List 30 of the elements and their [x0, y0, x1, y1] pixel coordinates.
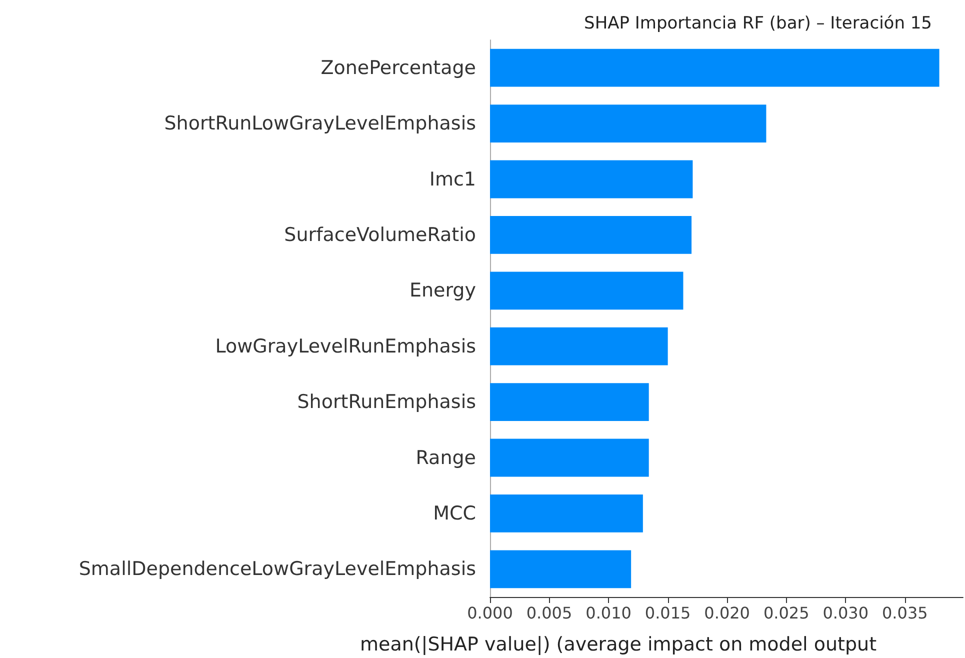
y-tick-label: Range — [416, 446, 476, 469]
x-axis-title: mean(|SHAP value|) (average impact on model output — [360, 634, 877, 656]
x-tick-label: 0.005 — [526, 604, 572, 622]
y-tick-label: SurfaceVolumeRatio — [284, 224, 476, 246]
bar — [490, 550, 632, 588]
y-tick-label: ZonePercentage — [320, 56, 476, 79]
x-tick-label: 0.010 — [586, 604, 632, 622]
x-tick-label: 0.025 — [763, 604, 810, 622]
bar — [490, 216, 692, 254]
y-tick-label: Energy — [409, 280, 476, 302]
chart-title: SHAP Importancia RF (bar) – Iteración 15 — [584, 14, 932, 34]
x-tick-label: 0.015 — [644, 604, 691, 622]
bar — [490, 383, 649, 421]
bar — [490, 327, 668, 366]
x-tick-label: 0.035 — [882, 604, 928, 622]
x-tick-label: 0.000 — [467, 604, 513, 622]
y-tick-label: ShortRunEmphasis — [297, 391, 476, 414]
x-tick-label: 0.020 — [704, 604, 750, 622]
bar — [490, 494, 643, 532]
bar — [490, 48, 940, 87]
bar — [490, 160, 693, 198]
bar — [490, 438, 649, 477]
y-tick-label: LowGrayLevelRunEmphasis — [215, 335, 476, 358]
y-tick-label: ShortRunLowGrayLevelEmphasis — [164, 112, 476, 135]
y-tick-label: SmallDependenceLowGrayLevelEmphasis — [78, 558, 476, 580]
bar — [490, 272, 684, 310]
y-tick-label: Imc1 — [429, 168, 476, 190]
y-tick-label: MCC — [433, 502, 476, 524]
x-tick-label: 0.030 — [822, 604, 869, 622]
bar — [490, 104, 766, 142]
